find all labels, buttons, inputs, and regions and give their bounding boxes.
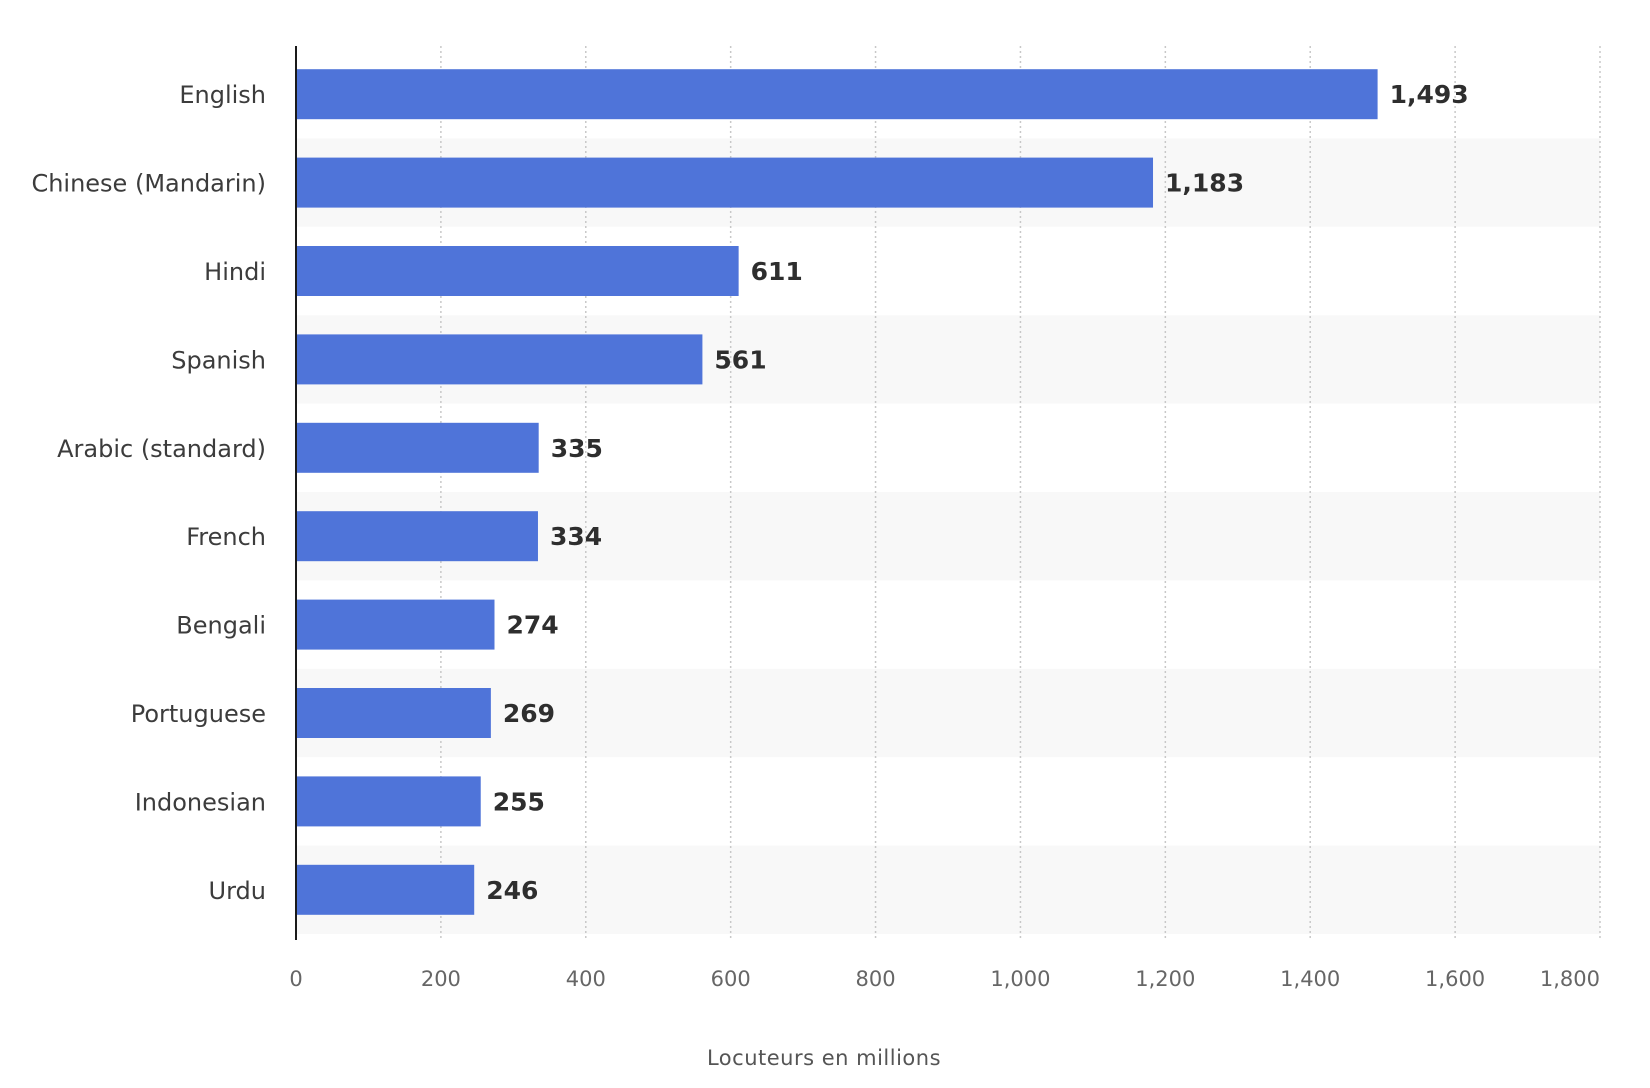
value-label: 1,183	[1165, 169, 1244, 198]
x-axis-title: Locuteurs en millions	[707, 1046, 941, 1070]
value-label: 611	[751, 257, 803, 286]
value-label: 334	[550, 522, 602, 551]
category-label: Bengali	[176, 612, 266, 640]
row-shading	[296, 138, 1600, 934]
category-label: French	[186, 523, 266, 551]
category-label: Chinese (Mandarin)	[31, 170, 266, 198]
x-tick-label: 800	[856, 967, 896, 991]
value-label: 561	[714, 345, 766, 374]
bar	[296, 69, 1378, 120]
bar	[296, 599, 495, 650]
category-label: Spanish	[171, 346, 266, 374]
value-label: 335	[551, 434, 603, 463]
bar	[296, 334, 703, 385]
x-tick-label: 1,800	[1540, 967, 1600, 991]
x-tick-label: 1,000	[990, 967, 1050, 991]
x-tick-label: 200	[421, 967, 461, 991]
category-labels: English Chinese (Mandarin) Hindi Spanish Ara…	[31, 81, 266, 905]
x-tick-label: 1,400	[1280, 967, 1340, 991]
bar	[296, 157, 1154, 208]
x-tick-label: 400	[566, 967, 606, 991]
category-label: Indonesian	[135, 788, 266, 816]
x-tick-label: 0	[289, 967, 302, 991]
bar	[296, 864, 475, 915]
x-tick-label: 1,600	[1425, 967, 1485, 991]
x-tick-label: 1,200	[1135, 967, 1195, 991]
bar	[296, 511, 538, 562]
category-label: English	[179, 81, 266, 109]
x-tick-label: 600	[711, 967, 751, 991]
bar	[296, 776, 481, 827]
row-shade	[296, 845, 1600, 934]
value-label: 246	[486, 876, 538, 905]
bars	[296, 69, 1378, 915]
value-label: 255	[493, 787, 545, 816]
value-label: 274	[506, 611, 558, 640]
category-label: Urdu	[209, 877, 266, 905]
value-labels: 1,493 1,183 611 561 335 334 274 269 255 246	[486, 80, 1468, 905]
row-shade	[296, 668, 1600, 758]
value-label: 269	[503, 699, 555, 728]
category-label: Arabic (standard)	[57, 435, 266, 463]
bar	[296, 422, 539, 473]
category-label: Hindi	[204, 258, 266, 286]
value-label: 1,493	[1390, 80, 1469, 109]
category-label: Portuguese	[131, 700, 266, 728]
x-tick-labels: 0 200 400 600 800 1,000 1,200 1,400 1,600 1,800	[289, 967, 1600, 991]
bar	[296, 688, 491, 738]
bar	[296, 246, 739, 296]
